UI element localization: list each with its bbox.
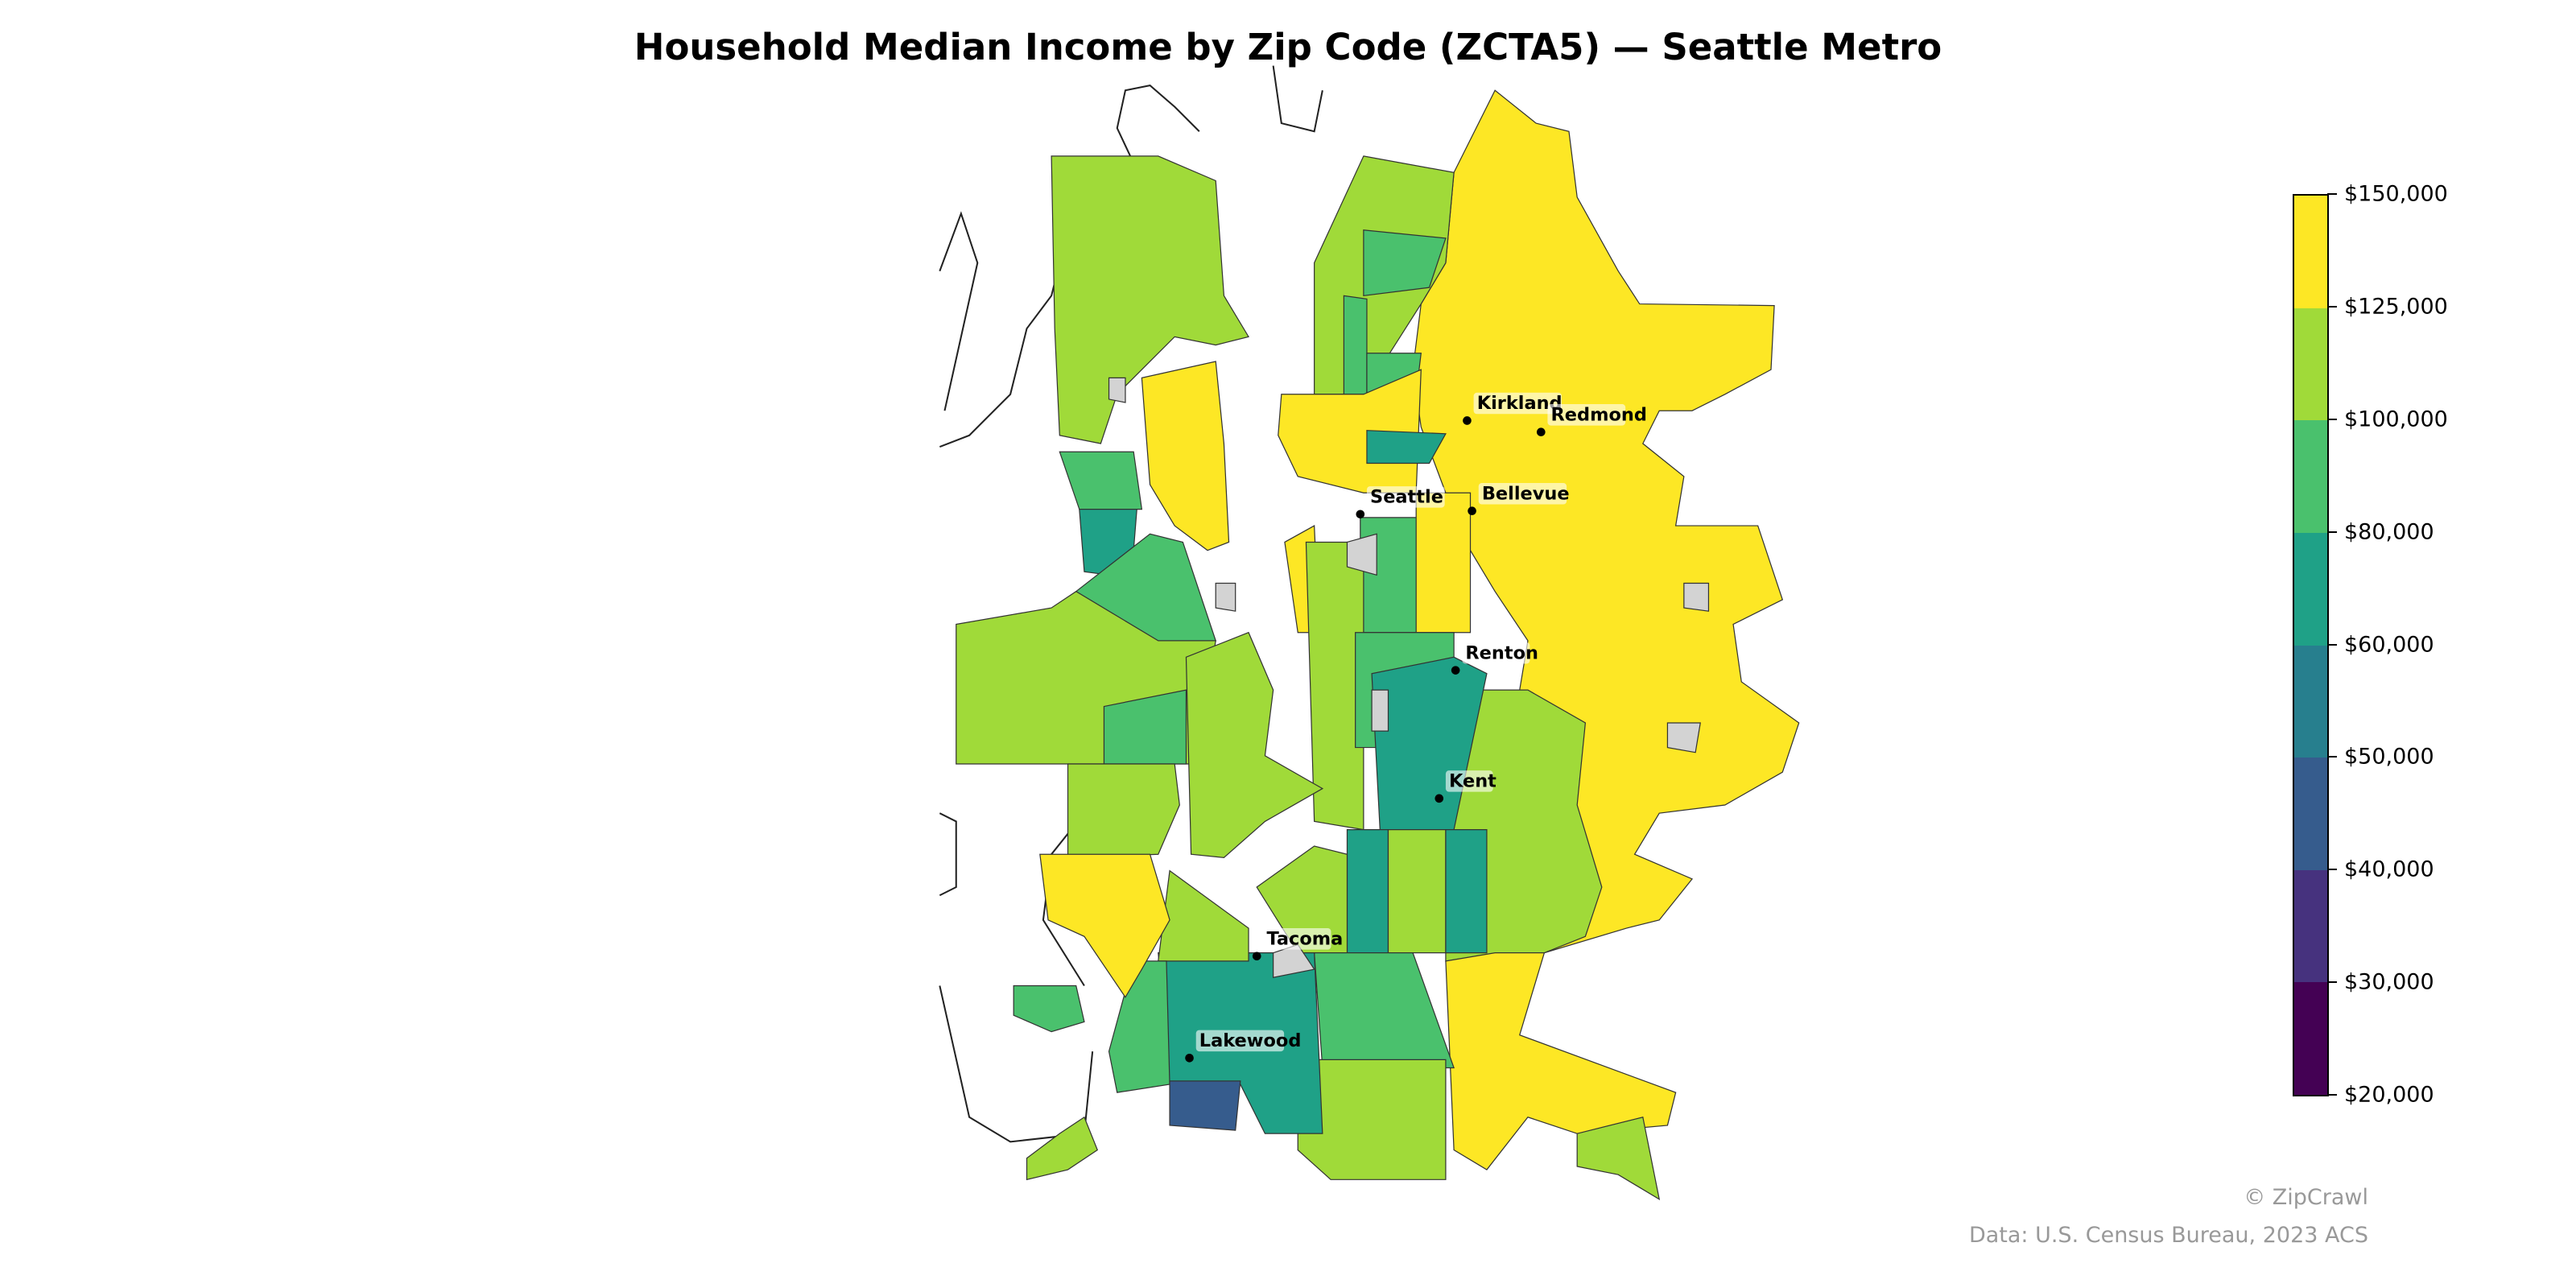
colorbar-tick: [2327, 643, 2337, 646]
zip-region: [1051, 155, 1249, 444]
zip-region: [1026, 1116, 1099, 1181]
zip-region-no-data: [1215, 582, 1236, 612]
city-dot: [1185, 1053, 1194, 1063]
colorbar-tick-label: $80,000: [2344, 519, 2434, 545]
map-title: Household Median Income by Zip Code (ZCT…: [634, 26, 1942, 68]
zip-region-no-data: [1371, 689, 1389, 732]
zip-regions: [956, 89, 1800, 1201]
zip-region: [1576, 1117, 1661, 1201]
zip-region: [1158, 869, 1249, 962]
colorbar-bin: [2294, 982, 2327, 1095]
zip-region: [1366, 430, 1447, 464]
colorbar-bin: [2294, 420, 2327, 533]
colorbar-tick-label: $40,000: [2344, 857, 2434, 882]
colorbar-tick: [2327, 305, 2337, 308]
coastline-path: [939, 211, 979, 411]
colorbar-tick: [2327, 1094, 2337, 1096]
coastline-path: [939, 812, 957, 897]
zip-region: [1415, 492, 1472, 634]
colorbar-tick-label: $20,000: [2344, 1082, 2434, 1108]
colorbar-bin: [2294, 196, 2327, 308]
colorbar-tick: [2327, 418, 2337, 420]
colorbar-tick-label: $30,000: [2344, 969, 2434, 995]
zip-region-no-data: [1666, 722, 1701, 753]
coastline-path: [939, 985, 1094, 1143]
city-label-background: [1473, 392, 1562, 415]
zip-region-no-data: [1108, 377, 1126, 403]
colorbar-tick-label: $60,000: [2344, 632, 2434, 657]
colorbar-bin: [2294, 532, 2327, 646]
colorbar-tick-label: $50,000: [2344, 744, 2434, 770]
zip-region: [1363, 229, 1447, 297]
source-text: Data: U.S. Census Bureau, 2023 ACS: [1968, 1223, 2368, 1248]
city-label-background: [1263, 928, 1331, 950]
colorbar-bin: [2294, 869, 2327, 983]
city-label-kent: Kent: [1449, 771, 1496, 792]
city-dot: [1435, 794, 1444, 803]
zip-region: [1169, 1080, 1241, 1131]
city-dot: [1468, 506, 1476, 515]
city-label-background: [1462, 642, 1530, 664]
zip-region: [1185, 631, 1324, 858]
zip-region: [1108, 960, 1170, 1093]
zip-region: [1445, 829, 1488, 954]
zip-region: [1039, 853, 1170, 998]
colorbar-tick: [2327, 756, 2337, 758]
zip-region: [1313, 952, 1455, 1069]
colorbar: [2293, 194, 2329, 1096]
colorbar-bin: [2294, 758, 2327, 870]
colorbar-tick: [2327, 530, 2337, 533]
colorbar-tick-label: $100,000: [2344, 407, 2448, 432]
zip-region-no-data: [1346, 533, 1377, 576]
colorbar-bin: [2294, 308, 2327, 421]
colorbar-tick: [2327, 981, 2337, 984]
zip-region: [1343, 295, 1368, 395]
city-dot: [1536, 427, 1546, 437]
zip-region: [1297, 1059, 1447, 1180]
colorbar-tick: [2327, 869, 2337, 871]
city-label-tacoma: Tacoma: [1266, 928, 1343, 949]
zip-region: [1141, 361, 1230, 551]
zip-region: [1059, 451, 1143, 510]
zip-region-no-data: [1683, 582, 1710, 612]
city-label-bellevue: Bellevue: [1482, 483, 1570, 504]
zip-region: [1013, 985, 1085, 1033]
city-label-redmond: Redmond: [1551, 404, 1647, 425]
city-dot: [1463, 416, 1472, 425]
city-label-renton: Renton: [1465, 642, 1538, 663]
colorbar-tick-label: $125,000: [2344, 294, 2448, 320]
city-label-seattle: Seattle: [1370, 486, 1443, 507]
colorbar-bin: [2294, 645, 2327, 758]
city-label-background: [1547, 404, 1626, 426]
city-label-background: [1195, 1030, 1285, 1052]
colorbar-tick-label: $150,000: [2344, 181, 2448, 207]
zip-region: [1075, 533, 1217, 642]
zip-region: [1103, 689, 1187, 765]
city-label-lakewood: Lakewood: [1199, 1030, 1302, 1051]
city-dot: [1451, 666, 1460, 675]
city-dot: [1252, 952, 1261, 961]
zip-region: [1387, 829, 1447, 954]
city-label-background: [1445, 770, 1493, 792]
zip-region: [1346, 829, 1389, 954]
credit-text: © ZipCrawl: [2244, 1185, 2368, 1210]
city-label-background: [1478, 483, 1567, 505]
coastline-path: [1272, 65, 1323, 133]
zip-region: [1067, 763, 1180, 858]
city-label-background: [1366, 486, 1445, 508]
city-dot: [1356, 510, 1365, 519]
colorbar-tick: [2327, 193, 2337, 195]
